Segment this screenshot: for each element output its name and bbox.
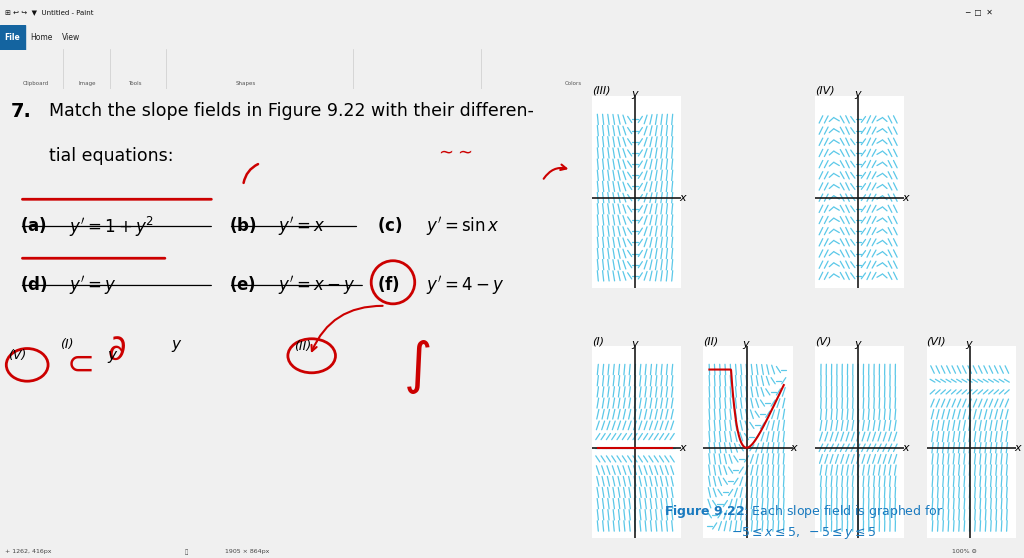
Text: (V): (V) (8, 349, 27, 362)
Text: $y$: $y$ (106, 349, 119, 365)
Text: (IV): (IV) (815, 86, 835, 96)
Text: $y$: $y$ (966, 339, 974, 351)
Text: $\mathbf{(c)}$: $\mathbf{(c)}$ (377, 215, 402, 235)
Text: Match the slope fields in Figure 9.22 with their differen-: Match the slope fields in Figure 9.22 wi… (49, 102, 534, 120)
Text: $\mathbf{(d)}$: $\mathbf{(d)}$ (19, 274, 47, 294)
Text: Home: Home (31, 33, 52, 42)
Text: $\subset$: $\subset$ (60, 347, 93, 379)
Text: File: File (4, 33, 20, 42)
Text: $y' = 4 - y$: $y' = 4 - y$ (426, 274, 504, 297)
Text: 1905 × 864px: 1905 × 864px (225, 550, 269, 554)
Text: Colors: Colors (565, 81, 582, 86)
Text: (V): (V) (815, 336, 831, 346)
Text: $y$: $y$ (631, 89, 640, 100)
Text: (I): (I) (592, 336, 604, 346)
Text: $y' = 1 + y^2$: $y' = 1 + y^2$ (69, 215, 154, 239)
Text: $y$: $y$ (854, 89, 862, 100)
Text: $y$: $y$ (742, 339, 751, 351)
Text: $x$: $x$ (679, 193, 688, 203)
Text: $\mathbf{Figure\ 9.22}$: Each slope field is graphed for
$-5 \leq x \leq 5,\ -5 : $\mathbf{Figure\ 9.22}$: Each slope fiel… (664, 503, 944, 541)
Text: $\partial$: $\partial$ (106, 333, 126, 367)
Text: $y' = y$: $y' = y$ (69, 274, 116, 297)
Text: $y' = \sin x$: $y' = \sin x$ (426, 215, 500, 238)
Text: Shapes: Shapes (236, 81, 256, 86)
Text: $\mathbf{(e)}$: $\mathbf{(e)}$ (228, 274, 256, 294)
Text: $y' = x - y$: $y' = x - y$ (278, 274, 355, 297)
Text: $x$: $x$ (902, 193, 911, 203)
Text: ─  □  ✕: ─ □ ✕ (966, 8, 993, 17)
Text: Image: Image (78, 81, 96, 86)
Text: ⊞ ↩ ↪  ▼  Untitled - Paint: ⊞ ↩ ↪ ▼ Untitled - Paint (5, 9, 93, 16)
Text: 100% ⊖: 100% ⊖ (952, 550, 977, 554)
Text: View: View (62, 33, 81, 42)
Text: $x$: $x$ (902, 442, 911, 453)
Text: (I): (I) (60, 338, 74, 350)
Text: (III): (III) (592, 86, 610, 96)
Text: 7.: 7. (11, 102, 32, 121)
Text: $y' = x$: $y' = x$ (278, 215, 326, 238)
Text: $\int$: $\int$ (402, 338, 430, 396)
Text: tial equations:: tial equations: (49, 147, 173, 165)
Text: 🔲: 🔲 (184, 549, 187, 555)
Text: Tools: Tools (128, 81, 142, 86)
Text: $y$: $y$ (631, 339, 640, 351)
Text: (VI): (VI) (927, 336, 946, 346)
Text: $y$: $y$ (854, 339, 862, 351)
Text: + 1262, 416px: + 1262, 416px (5, 550, 51, 554)
Bar (0, 25, 26, 50)
Text: (II): (II) (294, 340, 311, 353)
Text: $\sim\!\sim$: $\sim\!\sim$ (435, 143, 473, 161)
Text: $x$: $x$ (791, 442, 800, 453)
Text: (II): (II) (703, 336, 719, 346)
Text: $y$: $y$ (171, 338, 182, 354)
Text: $x$: $x$ (679, 442, 688, 453)
Text: $x$: $x$ (1014, 442, 1023, 453)
Text: $\mathbf{(b)}$: $\mathbf{(b)}$ (228, 215, 256, 235)
Text: Clipboard: Clipboard (23, 81, 49, 86)
Text: $\mathbf{(f)}$: $\mathbf{(f)}$ (377, 274, 399, 294)
Text: $\mathbf{(a)}$: $\mathbf{(a)}$ (19, 215, 46, 235)
